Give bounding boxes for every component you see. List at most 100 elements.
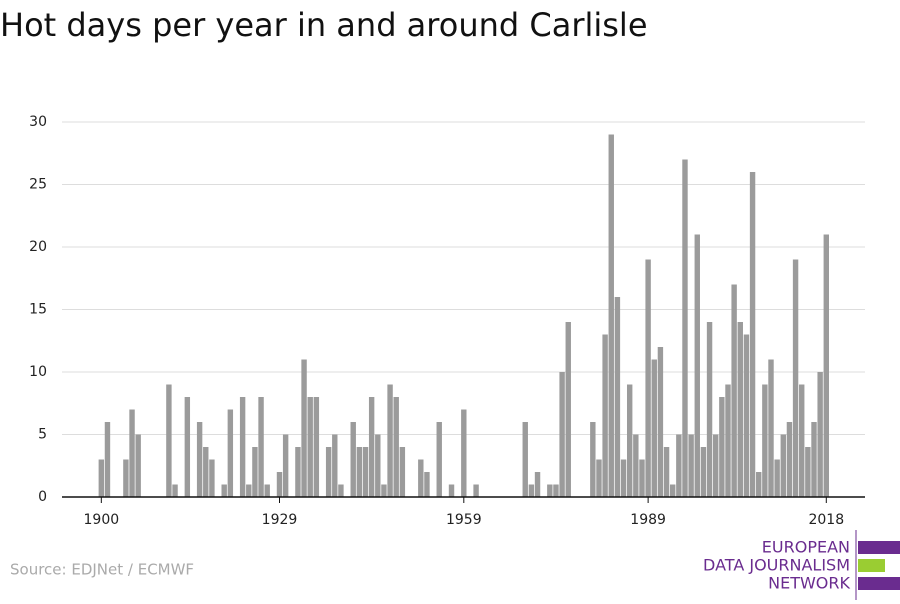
bar [792,259,799,497]
bar [135,434,141,497]
logo: EUROPEAN DATA JOURNALISM NETWORK [703,530,900,600]
bar [700,447,707,497]
bar [123,459,129,497]
bar [626,384,633,497]
bar [719,397,725,497]
bar [350,422,356,497]
bar [227,409,234,497]
bar [473,484,479,497]
bar [663,447,670,497]
bar [780,434,786,497]
bar [645,259,651,497]
bar [817,372,823,497]
bar [375,434,381,497]
bar [203,447,209,497]
bar [129,409,135,497]
bar [196,422,203,497]
bar [694,234,700,497]
bar [823,234,829,497]
y-tick-label: 15 [29,302,47,318]
bar [682,159,688,497]
bar [307,397,313,497]
bar [756,472,762,497]
bar [651,359,657,497]
x-tick-label: 2018 [808,512,844,528]
bar [104,422,111,497]
bar [295,447,301,497]
bar [436,422,442,497]
bar [762,384,768,497]
bar [332,434,338,497]
bar [811,422,817,497]
bar [547,484,553,497]
bar [393,397,399,497]
bar [522,422,528,497]
bar [614,297,621,497]
chart-title: Hot days per year in and around Carlisle [0,6,648,44]
bar [461,409,467,497]
y-tick-label: 20 [29,239,47,255]
bar [657,347,664,497]
bar [749,172,756,497]
bar [528,484,535,497]
bar [209,459,215,497]
bar [602,334,608,497]
y-tick-label: 5 [38,427,47,443]
bar [774,459,780,497]
bar [258,397,264,497]
bar [596,459,602,497]
bar [362,447,369,497]
logo-text: EUROPEAN [762,538,850,557]
logo-text: NETWORK [768,574,850,593]
bar [768,359,774,497]
bar [246,484,252,497]
bar [713,434,719,497]
bar [252,447,258,497]
bar [799,384,805,497]
bar [731,284,737,497]
bar [418,459,424,497]
bar [534,472,541,497]
bar [282,434,289,497]
bar [639,459,645,497]
bar [325,447,332,497]
bar [356,447,363,497]
bar [553,484,559,497]
y-tick-label: 0 [38,489,47,505]
bar [172,484,178,497]
bar [239,397,246,497]
bar [786,422,793,497]
source: Source: EDJNet / ECMWF [10,561,194,579]
bar [608,134,614,497]
bar [448,484,455,497]
bar [688,434,694,497]
bar [737,322,743,497]
bar [313,397,320,497]
x-tick-label: 1959 [446,512,482,528]
bar [184,397,191,497]
bar [166,384,172,497]
logo-bar [858,559,885,572]
bar [676,434,682,497]
bar [559,372,565,497]
bar [620,459,627,497]
logo-bar [858,577,900,590]
bar [743,334,750,497]
bar [221,484,227,497]
bar [805,447,811,497]
bar [264,484,270,497]
bar [301,359,307,497]
bar [706,322,713,497]
x-tick-label: 1900 [84,512,120,528]
bar [368,397,375,497]
bar [669,484,676,497]
bar [387,384,393,497]
bar [590,422,596,497]
logo-text: DATA JOURNALISM [703,556,850,575]
bar [276,472,283,497]
bar [338,484,344,497]
y-tick-label: 10 [29,364,47,380]
logo-bar [858,541,900,554]
x-tick-label: 1929 [262,512,298,528]
